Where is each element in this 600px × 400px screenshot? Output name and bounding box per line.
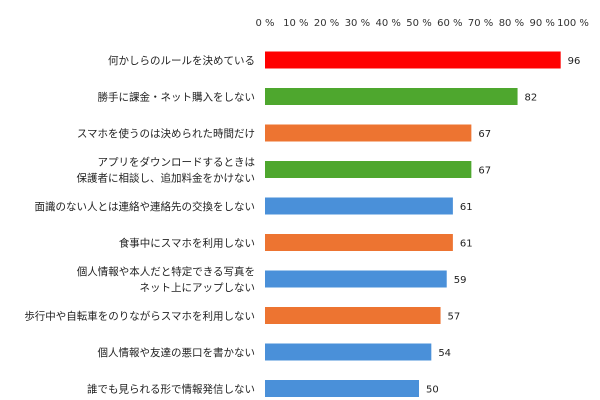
x-tick-label: 60 % <box>437 18 462 29</box>
bar <box>265 270 447 288</box>
value-labels: 96 82 67 67 61 61 59 57 54 50 <box>426 56 580 396</box>
value-label: 57 <box>448 312 461 323</box>
value-label: 61 <box>460 239 473 250</box>
x-tick-label: 50 % <box>406 18 431 29</box>
value-label: 82 <box>525 93 538 104</box>
bar <box>265 51 561 69</box>
category-label: アプリをダウンロードするときは <box>98 156 256 169</box>
value-label: 61 <box>460 202 473 213</box>
bar <box>265 197 453 215</box>
bar <box>265 343 432 361</box>
x-axis-ticks: 0 % 10 % 20 % 30 % 40 % 50 % 60 % 70 % 80 % 90 % 1… <box>255 18 588 29</box>
x-tick-label: 30 % <box>345 18 370 29</box>
category-label: 保護者に相談し、追加料金をかけない <box>77 172 256 185</box>
value-label: 96 <box>568 56 581 67</box>
bar <box>265 161 472 178</box>
category-label: 個人情報や友達の悪口を書かない <box>98 346 256 359</box>
value-label: 59 <box>454 275 467 286</box>
category-label: 誰でも見られる形で情報発信しない <box>87 383 255 396</box>
x-tick-label: 70 % <box>468 18 493 29</box>
bar <box>265 234 453 251</box>
category-label: 歩行中や自転車をのりながらスマホを利用しない <box>24 310 255 323</box>
x-tick-label: 0 % <box>255 18 274 29</box>
category-label: 食事中にスマホを利用しない <box>119 237 255 250</box>
bar <box>265 307 441 324</box>
x-tick-label: 100 % <box>557 18 589 29</box>
x-tick-label: 40 % <box>375 18 400 29</box>
bar <box>265 124 472 142</box>
x-tick-label: 90 % <box>529 18 554 29</box>
value-label: 50 <box>426 385 439 396</box>
category-label: 勝手に課金・ネット購入をしない <box>98 91 256 104</box>
bar <box>265 380 419 397</box>
value-label: 54 <box>438 348 451 359</box>
category-labels: 何かしらのルールを決めている勝手に課金・ネット購入をしないスマホを使うのは決めら… <box>24 54 255 396</box>
category-label: 個人情報や本人だと特定できる写真を <box>77 265 255 278</box>
value-label: 67 <box>478 129 491 140</box>
bars <box>265 51 561 397</box>
category-label: スマホを使うのは決められた時間だけ <box>77 127 255 140</box>
value-label: 67 <box>478 166 491 177</box>
category-label: 面識のない人とは連絡や連絡先の交換をしない <box>35 200 256 213</box>
category-label: 何かしらのルールを決めている <box>108 54 255 67</box>
x-tick-label: 10 % <box>283 18 308 29</box>
category-label: ネット上にアップしない <box>140 282 256 294</box>
x-tick-label: 80 % <box>499 18 524 29</box>
bar <box>265 88 518 105</box>
x-tick-label: 20 % <box>314 18 339 29</box>
